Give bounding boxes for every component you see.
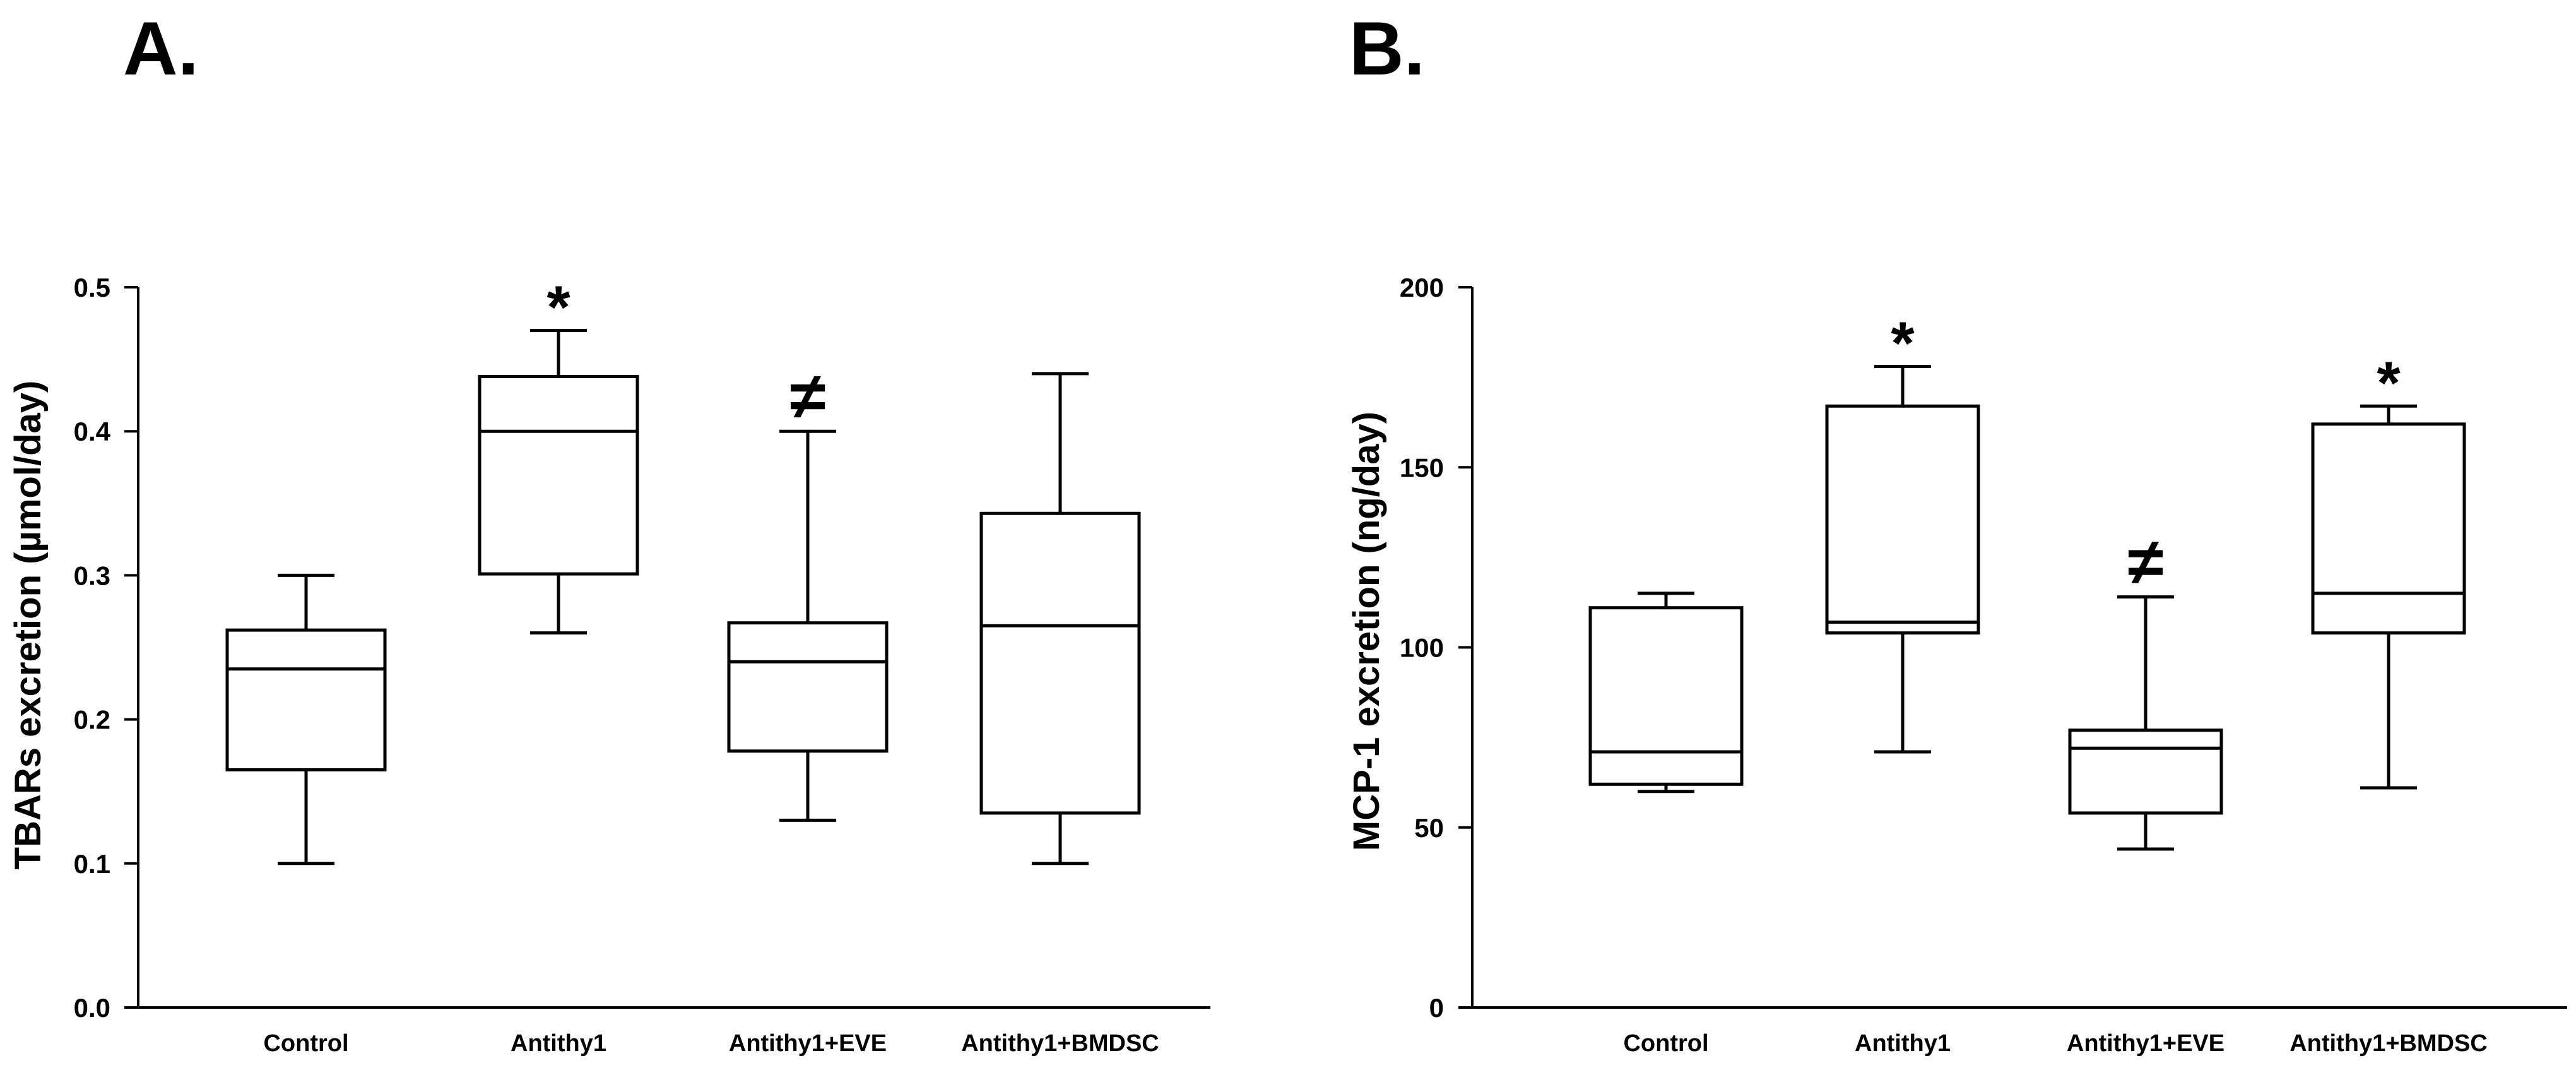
- panel-a-x-tick-label: Antithy1: [511, 1030, 606, 1057]
- panel-b-x-ticks: Control Antithy1 Antithy1+EVE Antithy1+BMDS…: [1623, 1030, 2487, 1057]
- panel-b-y-ticks: 0 50 100 150 200: [1400, 273, 1472, 1023]
- panel-b-y-axis-label: MCP-1 excretion (ng/day): [1346, 412, 1387, 851]
- panel-a-x-ticks: Control Antithy1 Antithy1+EVE Antithy1+BMDS…: [263, 1030, 1159, 1057]
- panel-a-y-tick-label: 0.1: [74, 849, 110, 879]
- panel-b-box-0: [1588, 591, 1744, 794]
- panel-a-y-ticks: 0.0 0.1 0.2 0.3 0.4 0.5: [74, 273, 138, 1023]
- panel-b-y-tick-label: 100: [1400, 633, 1444, 663]
- iqr-box: [2311, 422, 2466, 635]
- panel-b-box-2: ≠: [2068, 526, 2223, 851]
- iqr-box: [478, 374, 639, 576]
- iqr-box: [2068, 728, 2223, 815]
- panel-b-x-tick-label: Control: [1623, 1030, 1708, 1057]
- panel-a-x-tick-label: Antithy1+EVE: [729, 1030, 887, 1057]
- panel-b-y-tick-label: 200: [1400, 273, 1444, 302]
- significance-star: *: [1891, 310, 1915, 377]
- iqr-box: [979, 511, 1141, 815]
- panel-a-y-axis-label: TBARs excretion (µmol/day): [8, 381, 49, 870]
- panel-a-y-tick-label: 0.4: [74, 417, 111, 446]
- panel-a-boxes: *≠: [225, 273, 1141, 865]
- panel-b-boxes: * ≠ *: [1588, 310, 2466, 851]
- panel-b: B. MCP-1 excretion (ng/day) 0 50 100 150 200…: [1346, 6, 2567, 1057]
- panel-b-label: B.: [1349, 6, 1425, 91]
- panel-a-label: A.: [123, 6, 199, 91]
- panel-a-box-0: [225, 573, 387, 865]
- panel-b-y-tick-label: 0: [1429, 993, 1444, 1023]
- significance-star: *: [547, 273, 570, 341]
- panel-a-x-tick-label: Antithy1+BMDSC: [961, 1030, 1159, 1057]
- panel-a-y-axis: 0.0 0.1 0.2 0.3 0.4 0.5: [74, 273, 139, 1023]
- panel-b-box-1: *: [1825, 310, 1980, 754]
- panel-b-y-tick-label: 150: [1400, 453, 1444, 482]
- panel-b-x-tick-label: Antithy1: [1855, 1030, 1951, 1057]
- iqr-box: [727, 621, 889, 753]
- panel-b-x-tick-label: Antithy1+BMDSC: [2289, 1030, 2488, 1057]
- significance-star: *: [2377, 349, 2401, 417]
- panel-b-x-tick-label: Antithy1+EVE: [2067, 1030, 2224, 1057]
- panel-a-y-tick-label: 0.2: [74, 705, 110, 735]
- panel-a-y-tick-label: 0.5: [74, 273, 110, 302]
- panel-b-y-tick-label: 50: [1414, 813, 1444, 843]
- significance-not-equal: ≠: [2127, 526, 2163, 599]
- panel-b-box-3: *: [2311, 349, 2466, 790]
- panel-a-y-tick-label: 0.3: [74, 561, 110, 590]
- panel-a-box-3: [979, 372, 1141, 865]
- iqr-box: [1825, 404, 1980, 635]
- panel-b-y-axis: 0 50 100 150 200: [1400, 273, 1474, 1023]
- significance-not-equal: ≠: [789, 360, 825, 433]
- panel-a-y-tick-label: 0.0: [74, 993, 110, 1023]
- panel-a-box-2: ≠: [727, 360, 889, 822]
- panel-a-box-1: *: [478, 273, 639, 635]
- iqr-box: [1588, 606, 1744, 786]
- iqr-box: [225, 628, 387, 771]
- panel-a-x-tick-label: Control: [263, 1030, 348, 1057]
- panel-a: A. TBARs excretion (µmol/day) 0.00.10.20…: [8, 6, 1210, 1057]
